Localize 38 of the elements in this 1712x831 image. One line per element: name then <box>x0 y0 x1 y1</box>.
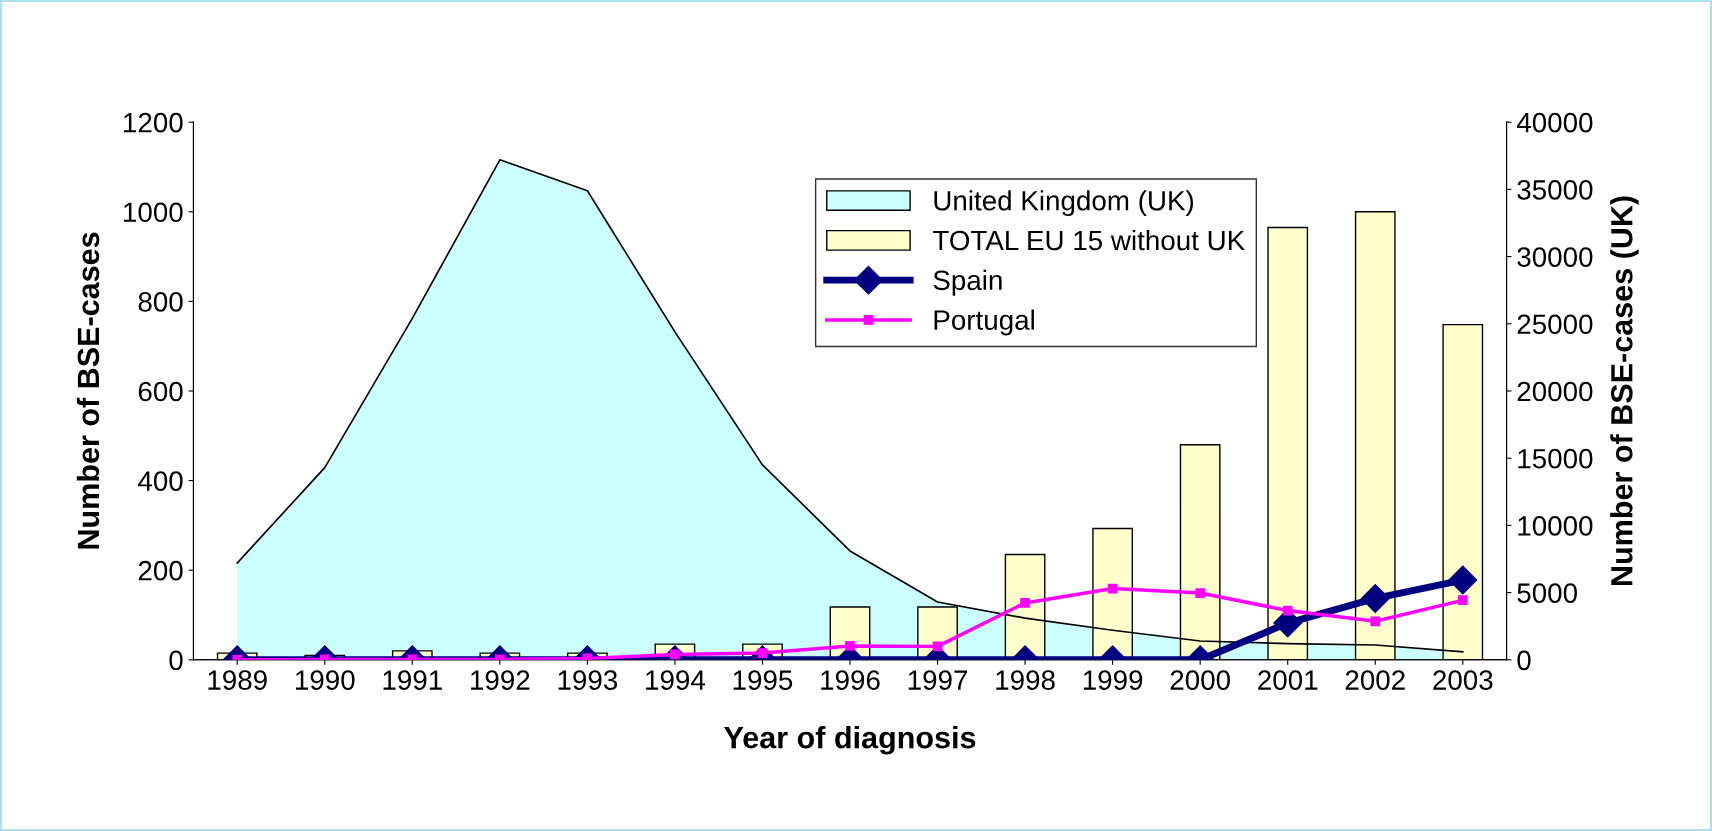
legend-label: Spain <box>933 269 1002 296</box>
y2-tick-label: 20000 <box>1517 381 1593 402</box>
y2-tick-label: 25000 <box>1517 314 1593 335</box>
x-tick-label: 1993 <box>558 670 618 690</box>
x-tick-label: 2001 <box>1258 670 1318 690</box>
legend-label: Portugal <box>934 309 1034 336</box>
y2-tick-label: 15000 <box>1518 448 1593 469</box>
y-tick-label: 800 <box>138 292 183 312</box>
x-tick-label: 2000 <box>1170 670 1230 690</box>
y2-tick-label: 0 <box>1517 650 1531 671</box>
y-tick-label: 1000 <box>124 202 183 223</box>
y-tick-label: 600 <box>138 381 183 402</box>
x-tick-label: 1996 <box>821 670 880 690</box>
x-tick-label: 2003 <box>1433 670 1493 690</box>
y-tick-label: 0 <box>169 650 183 671</box>
y-tick-label: 200 <box>138 560 183 581</box>
y2-tick-label: 40000 <box>1516 112 1593 133</box>
x-tick-label: 1990 <box>295 670 355 690</box>
x-tick-label: 1997 <box>908 670 968 690</box>
legend-label: TOTAL EU 15 without UK <box>932 229 1245 251</box>
x-tick-label: 1991 <box>383 670 442 690</box>
x-tick-label: 1995 <box>733 670 793 690</box>
y-axis-title: Number of BSE-cases <box>76 232 100 549</box>
y2-tick-label: 10000 <box>1518 516 1593 536</box>
y2-tick-label: 30000 <box>1517 247 1593 267</box>
y2-axis-title: Number of BSE-cases (UK) <box>1610 196 1639 586</box>
x-tick-label: 1994 <box>646 670 706 690</box>
x-tick-label: 2002 <box>1345 670 1405 690</box>
legend-label: United Kingdom (UK) <box>934 190 1194 217</box>
y2-tick-label: 5000 <box>1517 583 1577 603</box>
x-tick-label: 1989 <box>208 670 267 690</box>
x-tick-label: 1992 <box>471 670 530 690</box>
y-tick-label: 1200 <box>124 112 183 133</box>
x-tick-label: 1998 <box>996 670 1055 690</box>
y2-tick-label: 35000 <box>1517 180 1593 200</box>
y-tick-label: 400 <box>138 471 183 491</box>
x-tick-label: 1999 <box>1083 670 1143 690</box>
x-axis-title: Year of diagnosis <box>724 725 976 755</box>
